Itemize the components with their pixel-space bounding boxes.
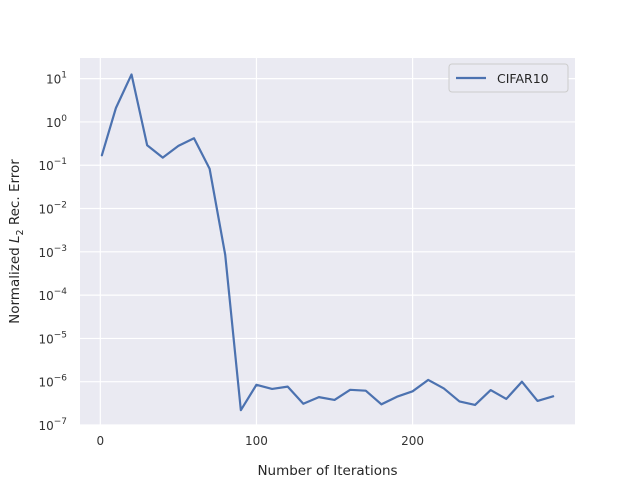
y-axis-label: Normalized L2 Rec. Error [7, 159, 26, 324]
legend-box [448, 63, 569, 93]
y-tick-label: 10−7 [38, 417, 67, 433]
y-tick-label: 10−1 [38, 157, 67, 173]
x-tick-label: 0 [96, 434, 104, 448]
y-tick-label: 10−2 [38, 201, 67, 217]
y-tick-label: 101 [46, 71, 67, 87]
legend-label: CIFAR10 [497, 71, 549, 86]
y-tick-label: 10−4 [38, 287, 67, 303]
x-axis-label: Number of Iterations [257, 463, 397, 479]
x-tick-label: 200 [401, 434, 424, 448]
series-layer [100, 73, 555, 412]
y-tick-label: 10−5 [38, 330, 67, 346]
series-line-cifar10 [100, 73, 555, 412]
plot-background [80, 58, 575, 425]
y-tick-label: 10−3 [38, 244, 67, 260]
grid [80, 58, 575, 426]
legend: CIFAR10 [448, 63, 569, 93]
tick-labels: 0 100 200 10−7 10−6 10−5 10−4 10−3 10−2 10−1 100 10… [38, 71, 424, 448]
y-tick-label: 10−6 [38, 374, 67, 390]
y-tick-label: 100 [46, 114, 67, 130]
x-tick-label: 100 [245, 434, 268, 448]
